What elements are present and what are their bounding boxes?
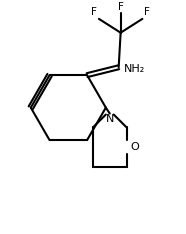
Text: N: N bbox=[106, 114, 114, 124]
Text: F: F bbox=[118, 2, 124, 12]
Text: O: O bbox=[131, 142, 139, 152]
Text: NH₂: NH₂ bbox=[124, 64, 145, 74]
Text: F: F bbox=[144, 7, 150, 17]
Text: F: F bbox=[91, 7, 97, 17]
